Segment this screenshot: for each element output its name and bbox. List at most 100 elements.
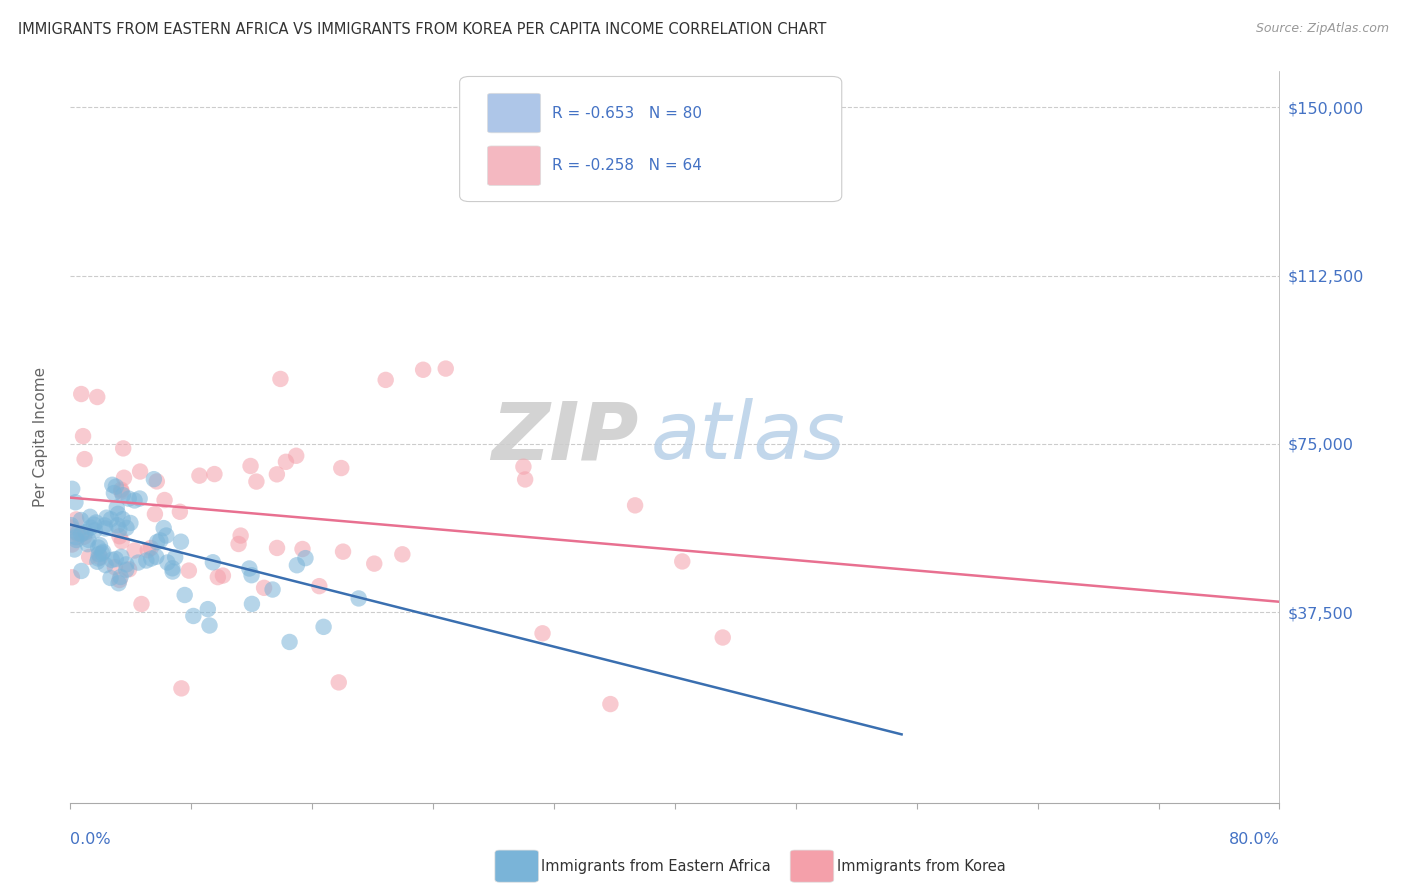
Point	[73, 452, 96, 467]
Point	[105, 518, 128, 533]
Point	[60, 570, 83, 584]
Text: R = -0.653   N = 80: R = -0.653 N = 80	[551, 105, 702, 120]
Point	[100, 512, 122, 526]
Point	[143, 507, 166, 521]
Point	[115, 558, 138, 572]
Point	[110, 484, 132, 499]
Point	[412, 363, 434, 377]
Point	[127, 556, 149, 570]
Point	[204, 467, 226, 481]
Point	[108, 529, 131, 543]
Point	[269, 372, 291, 386]
Point	[599, 697, 621, 711]
Point	[711, 631, 734, 645]
Point	[294, 551, 316, 566]
Point	[162, 565, 184, 579]
Point	[391, 547, 413, 561]
Point	[118, 562, 141, 576]
Point	[135, 553, 157, 567]
Point	[328, 675, 350, 690]
Point	[165, 550, 187, 565]
Point	[73, 530, 96, 544]
Point	[131, 597, 153, 611]
Point	[136, 543, 159, 558]
Point	[65, 495, 87, 509]
Point	[111, 488, 134, 502]
Point	[100, 553, 122, 567]
Point	[91, 545, 114, 559]
Point	[239, 458, 262, 473]
Point	[152, 521, 174, 535]
Point	[103, 486, 125, 500]
Text: Source: ZipAtlas.com: Source: ZipAtlas.com	[1256, 22, 1389, 36]
Point	[72, 429, 94, 443]
Point	[66, 526, 89, 541]
Point	[142, 472, 165, 486]
Point	[240, 597, 263, 611]
Point	[86, 390, 108, 404]
Point	[245, 475, 267, 489]
Point	[515, 472, 537, 486]
Point	[83, 517, 105, 532]
Text: 80.0%: 80.0%	[1229, 832, 1279, 847]
Point	[238, 561, 260, 575]
Text: ZIP: ZIP	[491, 398, 638, 476]
Point	[70, 513, 93, 527]
Point	[170, 681, 193, 696]
Point	[671, 554, 693, 568]
Point	[93, 518, 115, 533]
FancyBboxPatch shape	[488, 146, 541, 186]
Point	[332, 544, 354, 558]
Point	[65, 530, 87, 544]
Point	[104, 560, 127, 574]
Point	[141, 551, 163, 566]
Point	[262, 582, 284, 597]
Point	[63, 542, 86, 557]
Point	[124, 543, 146, 558]
FancyBboxPatch shape	[460, 77, 842, 202]
Point	[75, 525, 97, 540]
Point	[108, 523, 131, 537]
Point	[198, 618, 221, 632]
Point	[228, 537, 250, 551]
Point	[363, 557, 385, 571]
Point	[173, 588, 195, 602]
Point	[308, 579, 330, 593]
Point	[96, 510, 118, 524]
Point	[201, 555, 224, 569]
Point	[87, 551, 110, 566]
Point	[91, 546, 114, 560]
Point	[111, 534, 134, 549]
Point	[145, 549, 167, 564]
Point	[347, 591, 370, 606]
Point	[70, 387, 93, 401]
Point	[87, 541, 110, 555]
Point	[94, 558, 117, 573]
Point	[110, 570, 132, 584]
Point	[266, 467, 288, 482]
Point	[512, 459, 534, 474]
Point	[66, 526, 89, 541]
Point	[107, 507, 129, 521]
Point	[84, 516, 107, 530]
Point	[115, 563, 138, 577]
Point	[139, 541, 162, 555]
Point	[108, 573, 131, 587]
Point	[240, 568, 263, 582]
Point	[146, 475, 169, 489]
Point	[374, 373, 396, 387]
Text: 0.0%: 0.0%	[70, 832, 111, 847]
Point	[112, 442, 135, 456]
Point	[170, 534, 193, 549]
Text: Immigrants from Korea: Immigrants from Korea	[837, 859, 1005, 873]
Point	[65, 512, 87, 526]
Point	[278, 635, 301, 649]
Point	[229, 528, 252, 542]
Point	[291, 541, 314, 556]
Point	[434, 361, 457, 376]
Point	[120, 516, 142, 530]
Point	[70, 564, 93, 578]
Point	[60, 537, 83, 551]
Point	[115, 521, 138, 535]
Point	[60, 482, 83, 496]
